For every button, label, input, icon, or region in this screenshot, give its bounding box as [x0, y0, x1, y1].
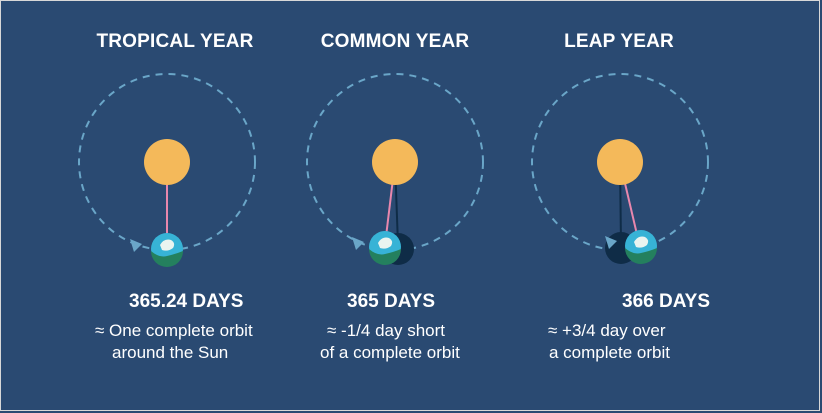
- description: ≈ One complete orbit around the Sun: [95, 320, 253, 364]
- sun-icon: [597, 139, 643, 185]
- panel-common-year: COMMON YEAR 365 DAYS ≈ -1/4 day short of…: [258, 0, 532, 413]
- description: ≈ -1/4 day short of a complete orbit: [320, 320, 460, 364]
- orbit-path: [531, 73, 709, 251]
- orbit-path: [78, 73, 256, 251]
- orbit-direction-arrow-icon: [130, 239, 142, 252]
- orbit-direction-arrow-icon: [352, 237, 364, 250]
- sun-icon: [144, 139, 190, 185]
- duration-label: 365.24 DAYS: [129, 291, 244, 312]
- orbit-path: [306, 73, 484, 251]
- panel-title: TROPICAL YEAR: [96, 31, 254, 52]
- description: ≈ +3/4 day over a complete orbit: [548, 320, 670, 364]
- panel-tropical-year: TROPICAL YEAR 365.24 DAYS ≈ One complete…: [38, 0, 312, 413]
- orbit-diagram: [78, 73, 256, 267]
- sun-icon: [372, 139, 418, 185]
- panel-title: LEAP YEAR: [564, 31, 674, 52]
- earth-icon: [151, 233, 183, 267]
- earth-icon: [369, 231, 401, 265]
- orbit-diagram: [306, 73, 484, 265]
- orbit-direction-arrow-icon: [605, 236, 617, 249]
- duration-label: 366 DAYS: [622, 291, 711, 312]
- earth-icon: [625, 230, 657, 264]
- description-line-2: a complete orbit: [549, 343, 670, 362]
- description-line-1: ≈ +3/4 day over: [548, 321, 666, 340]
- description-line-1: ≈ One complete orbit: [95, 321, 253, 340]
- orbit-diagram: [531, 73, 709, 264]
- panel-title: COMMON YEAR: [320, 31, 470, 52]
- panel-leap-year: LEAP YEAR 366 DAYS ≈ +3/4 day over a com…: [482, 0, 756, 413]
- description-line-2: of a complete orbit: [320, 343, 460, 362]
- description-line-1: ≈ -1/4 day short: [327, 321, 445, 340]
- description-line-2: around the Sun: [112, 343, 229, 362]
- duration-label: 365 DAYS: [347, 291, 436, 312]
